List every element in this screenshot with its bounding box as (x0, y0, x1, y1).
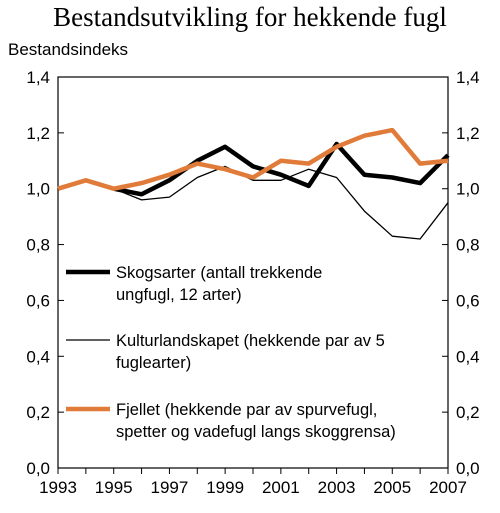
legend-entry-kulturlandskapet-label: fuglearter) (116, 354, 191, 372)
y-tick-label-right: 0,2 (456, 403, 480, 422)
legend-entry-fjellet-label: spetter og vadefugl langs skoggrensa) (116, 423, 396, 441)
y-tick-label-left: 0,6 (26, 291, 50, 310)
x-tick-label: 2007 (429, 478, 467, 497)
series-line-skogsarter (113, 141, 450, 197)
x-tick-label: 2005 (373, 478, 411, 497)
y-tick-label-left: 0,2 (26, 403, 50, 422)
y-tick-label-right: 1,4 (456, 68, 480, 87)
legend: Skogsarter (antall trekkende ungfugl, 12 … (66, 264, 396, 441)
y-tick-label-right: 1,0 (456, 180, 480, 199)
y-tick-label-left: 0,0 (26, 459, 50, 478)
y-tick-label-left: 1,4 (26, 68, 50, 87)
x-tick-label: 1999 (206, 478, 244, 497)
series-line-kulturlandskapet (113, 165, 449, 240)
legend-entry-kulturlandskapet-label: Kulturlandskapet (hekkende par av 5 (116, 332, 385, 350)
y-tick-label-right: 0,8 (456, 236, 480, 255)
y-tick-label-right: 1,2 (456, 124, 480, 143)
x-tick-label: 1997 (151, 478, 189, 497)
x-tick-label: 1993 (39, 478, 77, 497)
legend-entry-fjellet-label: Fjellet (hekkende par av spurvefugl, (116, 401, 377, 419)
chart-title: Bestandsutvikling for hekkende fugl (53, 2, 447, 32)
y-tick-label-right: 0,6 (456, 291, 480, 310)
axis-ticks: 0,0 0,0 0,2 0,2 0,4 0,4 0,6 0,6 0,8 0,8 1,0 1,0 1,2 1… (26, 68, 479, 497)
legend-entry-skogsarter-label: Skogsarter (antall trekkende (116, 264, 322, 282)
y-tick-label-left: 1,2 (26, 124, 50, 143)
legend-entry-skogsarter-label: ungfugl, 12 arter) (116, 286, 242, 304)
x-tick-label: 1995 (95, 478, 133, 497)
x-tick-label: 2003 (318, 478, 356, 497)
y-tick-label-right: 0,4 (456, 347, 480, 366)
y-tick-label-left: 0,8 (26, 236, 50, 255)
y-tick-label-right: 0,0 (456, 459, 480, 478)
y-tick-label-left: 1,0 (26, 180, 50, 199)
y-axis-label: Bestandsindeks (8, 40, 129, 59)
y-tick-label-left: 0,4 (26, 347, 50, 366)
x-tick-label: 2001 (262, 478, 300, 497)
series-line-fjellet (57, 127, 449, 191)
series-lines (57, 127, 450, 240)
